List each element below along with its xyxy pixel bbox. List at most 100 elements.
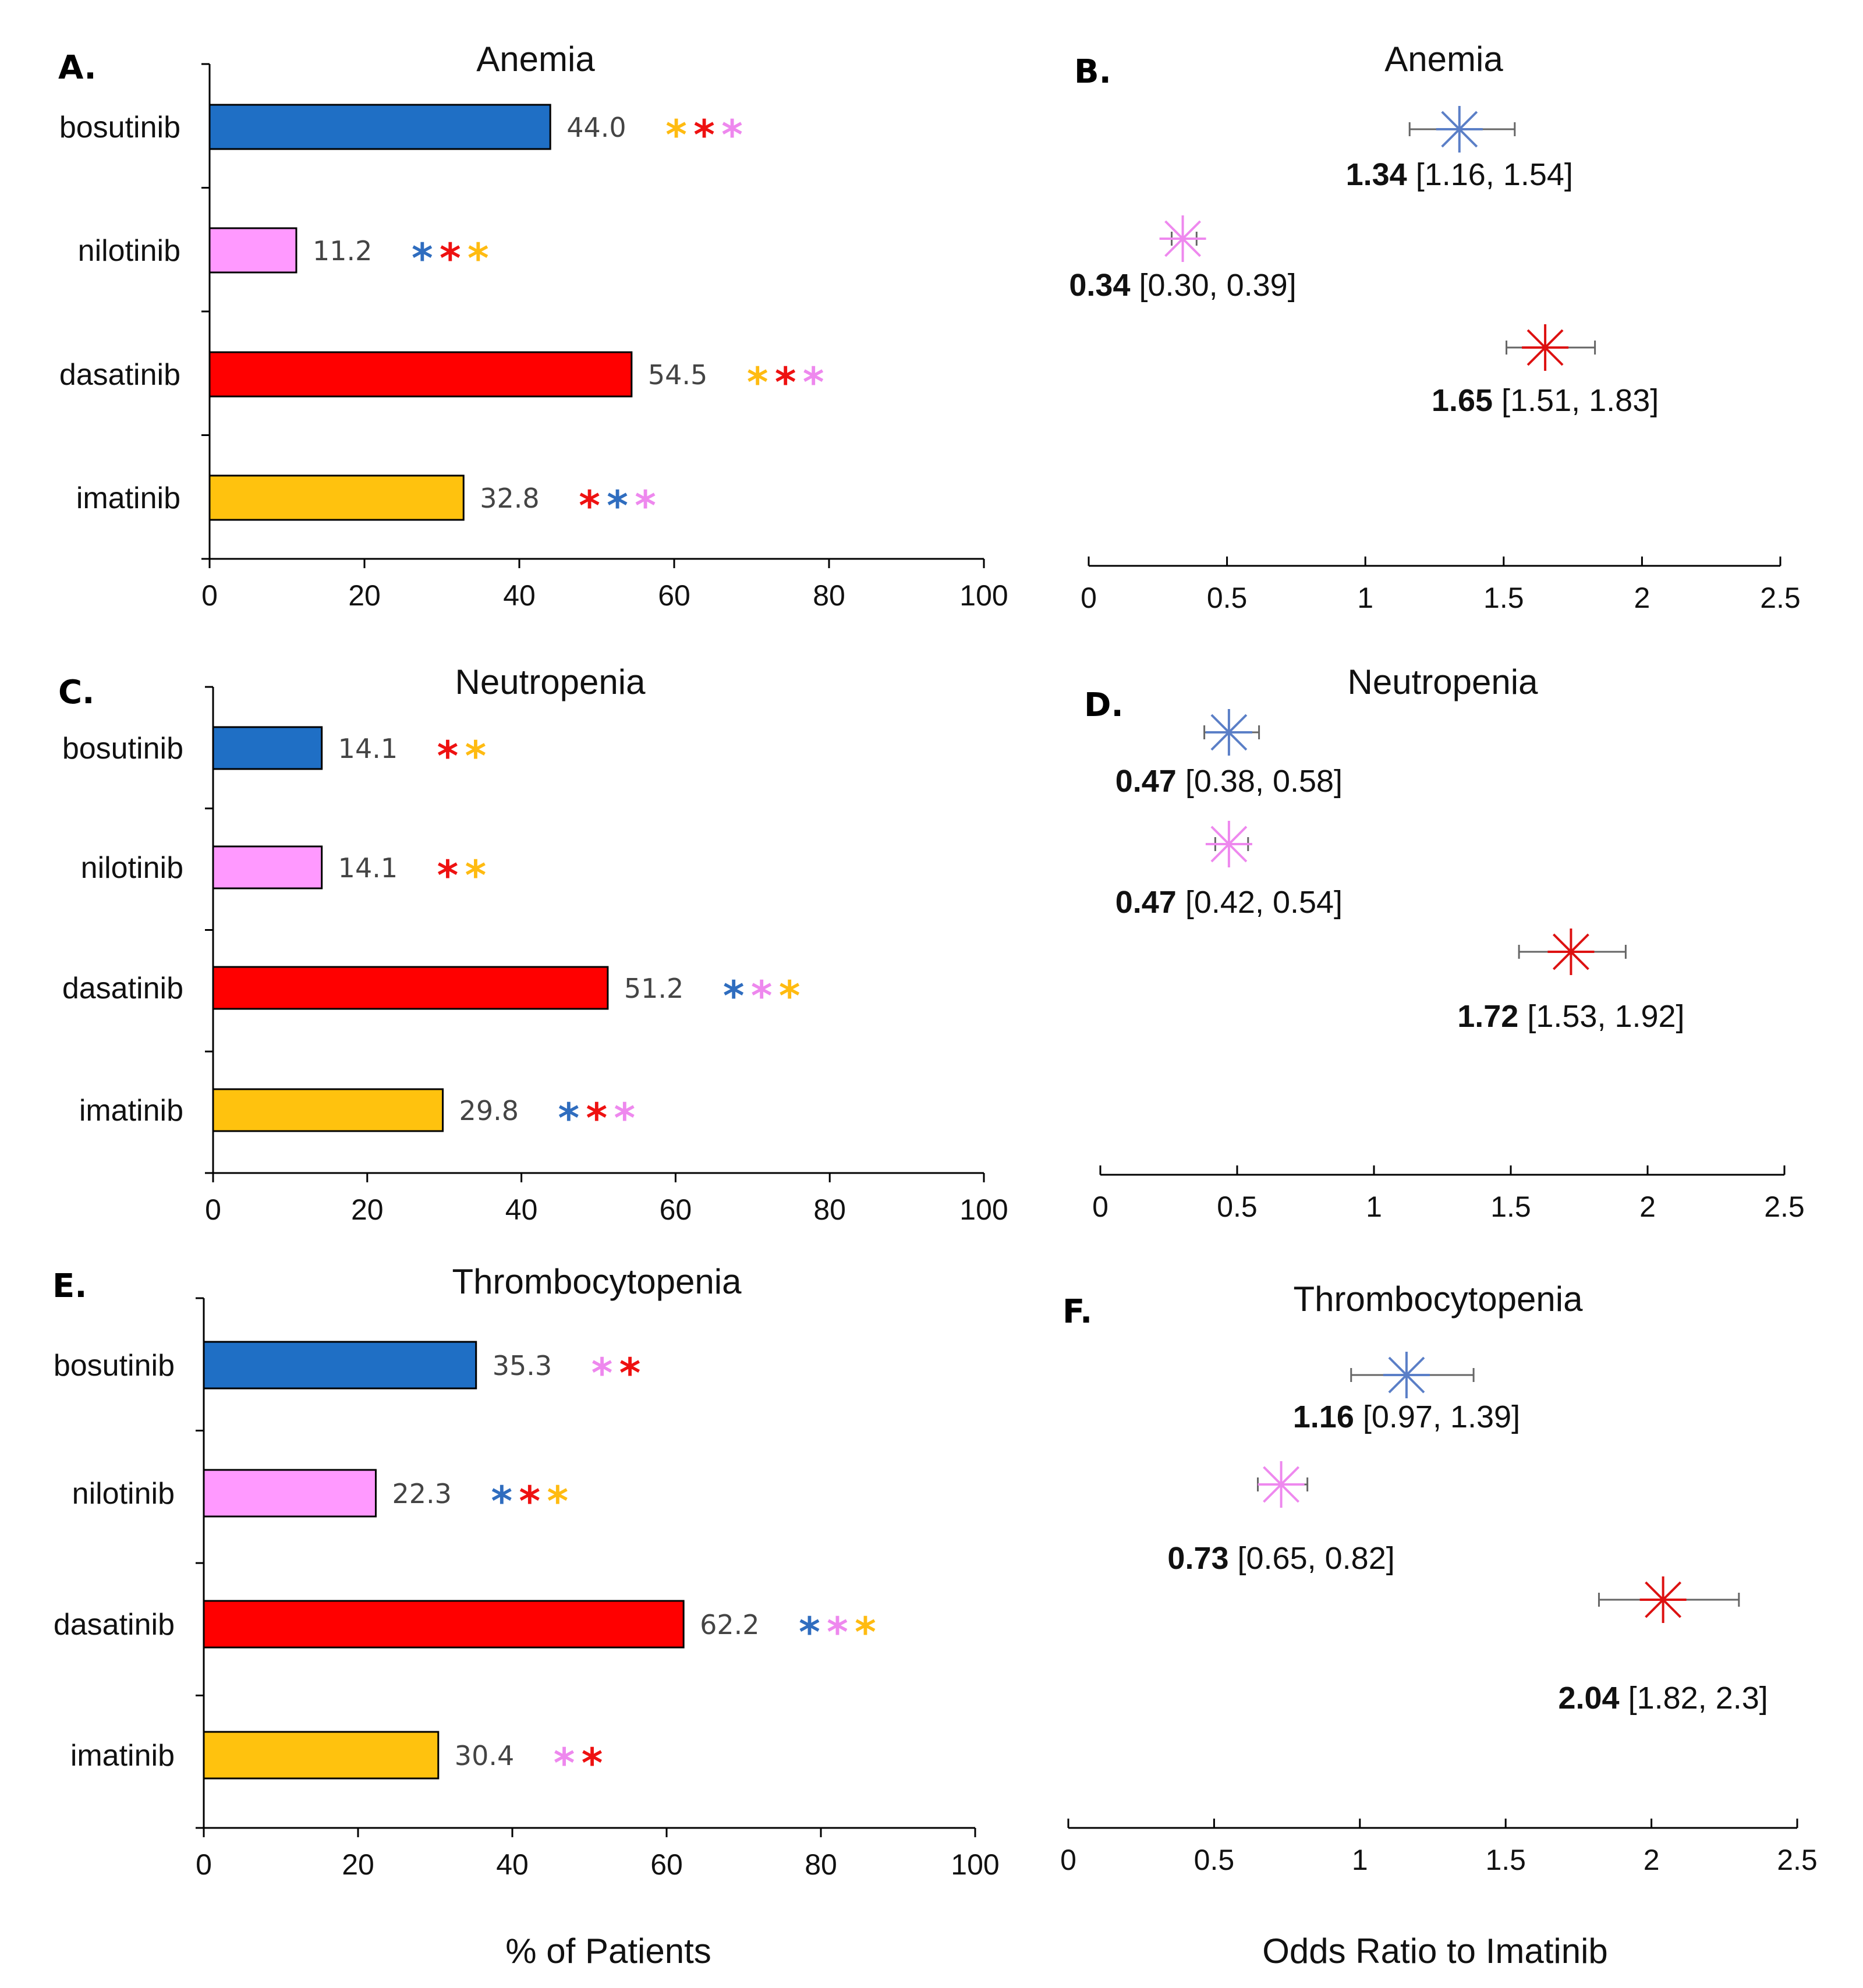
significance-star: *	[799, 1608, 820, 1656]
marker-stroke	[1645, 1581, 1682, 1618]
or-annotation: 2.04 [1.82, 2.3]	[1558, 1681, 1768, 1716]
x-tick-label: 0.5	[1194, 1844, 1235, 1876]
panel-f: F. Thrombocytopenia 0 0.5 1 1.5 2 2.5 1.16 [0.97…	[1060, 1280, 1818, 1876]
x-tick-label: 2	[1634, 582, 1650, 614]
x-tick-label: 40	[503, 579, 536, 612]
significance-star: *	[554, 1739, 575, 1787]
x-tick-label: 60	[650, 1848, 683, 1881]
value-label: 62.2	[700, 1609, 759, 1640]
category-label: nilotinib	[72, 1477, 175, 1511]
significance-star: *	[465, 732, 487, 780]
marker-stroke	[1164, 220, 1201, 257]
value-label: 14.1	[338, 852, 398, 884]
ci-value: [1.53, 1.92]	[1518, 999, 1684, 1034]
panel-label: C.	[58, 674, 94, 711]
value-label: 54.5	[648, 359, 707, 391]
marker-stroke	[1210, 714, 1248, 751]
x-tick-label: 60	[660, 1193, 692, 1226]
bar-nilotinib	[212, 845, 323, 890]
ci-value: [0.30, 0.39]	[1131, 268, 1297, 303]
bar-bosutinib	[208, 104, 551, 150]
or-value: 0.47	[1115, 885, 1177, 920]
or-value: 1.72	[1457, 999, 1518, 1034]
significance-star: *	[665, 111, 687, 159]
chart-title: Anemia	[1384, 40, 1503, 79]
or-marker-dasatinib	[1639, 1576, 1687, 1623]
significance-star: *	[723, 972, 745, 1020]
category-label: imatinib	[76, 481, 180, 515]
panel-label: B.	[1074, 53, 1111, 91]
value-label: 32.8	[480, 483, 539, 514]
ci-value: [1.16, 1.54]	[1407, 157, 1573, 192]
bar-dasatinib	[203, 1600, 685, 1649]
significance-star: *	[547, 1477, 568, 1525]
or-annotation: 0.47 [0.42, 0.54]	[1115, 885, 1343, 920]
marker-stroke	[1552, 933, 1589, 970]
or-value: 1.65	[1432, 383, 1493, 418]
marker-stroke	[1210, 825, 1248, 863]
ci-value: [0.38, 0.58]	[1177, 764, 1343, 799]
marker-stroke	[1263, 1466, 1299, 1503]
x-tick-label: 40	[496, 1848, 529, 1881]
value-label: 35.3	[493, 1350, 552, 1381]
value-label: 51.2	[624, 973, 683, 1004]
x-tick-label: 20	[348, 579, 381, 612]
x-tick-label: 60	[658, 579, 690, 612]
or-value: 0.73	[1167, 1541, 1228, 1576]
chart-title: Thrombocytopenia	[452, 1262, 742, 1301]
chart-title: Anemia	[476, 40, 595, 79]
significance-star: *	[619, 1349, 641, 1397]
bar-bosutinib	[212, 726, 323, 770]
x-tick-label: 1.5	[1490, 1190, 1531, 1223]
significance-star: *	[693, 111, 715, 159]
chart-title: Thrombocytopenia	[1294, 1280, 1584, 1319]
category-label: imatinib	[70, 1739, 175, 1773]
significance-star: *	[558, 1094, 580, 1142]
x-tick-label: 40	[505, 1193, 538, 1226]
bar-dasatinib	[208, 351, 633, 398]
significance-star: *	[437, 852, 459, 899]
x-tick-label: 2	[1644, 1844, 1660, 1876]
significance-star: *	[592, 1349, 613, 1397]
x-tick-label: 100	[959, 579, 1008, 612]
x-tick-label: 2	[1639, 1190, 1656, 1223]
category-label: dasatinib	[54, 1608, 175, 1642]
x-tick-label: 1.5	[1483, 582, 1524, 614]
significance-star: *	[803, 359, 824, 406]
significance-star: *	[412, 235, 433, 282]
significance-star: *	[607, 482, 628, 530]
or-marker-dasatinib	[1522, 324, 1569, 371]
panel-b: B. Anemia 0 0.5 1 1.5 2 2.5 1.34 [1.16, 1.54] 0.3…	[1069, 40, 1800, 614]
panel-label: D.	[1084, 686, 1124, 724]
or-annotation: 1.65 [1.51, 1.83]	[1432, 383, 1659, 418]
chart-title: Neutropenia	[1348, 662, 1539, 701]
panel-d: D. Neutropenia 0 0.5 1 1.5 2 2.5 0.47 [0.38, 0.5…	[1084, 662, 1805, 1223]
significance-star: *	[721, 111, 743, 159]
or-value: 2.04	[1558, 1681, 1619, 1716]
value-label: 30.4	[455, 1740, 514, 1771]
value-label: 29.8	[459, 1095, 519, 1126]
bar-imatinib	[208, 474, 465, 521]
bar-dasatinib	[212, 966, 609, 1010]
or-annotation: 0.73 [0.65, 0.82]	[1167, 1541, 1394, 1576]
or-annotation: 1.16 [0.97, 1.39]	[1293, 1399, 1520, 1434]
significance-star: *	[779, 972, 801, 1020]
significance-star: *	[855, 1608, 876, 1656]
x-tick-label: 0	[1081, 582, 1097, 614]
significance-star: *	[614, 1094, 636, 1142]
x-tick-label: 1	[1357, 582, 1373, 614]
or-marker-bosutinib	[1383, 1352, 1430, 1398]
significance-star: *	[491, 1477, 512, 1525]
category-label: imatinib	[79, 1094, 183, 1128]
significance-star: *	[586, 1094, 608, 1142]
x-tick-label: 20	[351, 1193, 384, 1226]
significance-star: *	[635, 482, 656, 530]
or-marker-bosutinib	[1436, 106, 1483, 153]
x-tick-label: 0	[1060, 1844, 1076, 1876]
x-tick-label: 2.5	[1764, 1190, 1805, 1223]
or-value: 0.34	[1069, 268, 1130, 303]
significance-star: *	[519, 1477, 540, 1525]
